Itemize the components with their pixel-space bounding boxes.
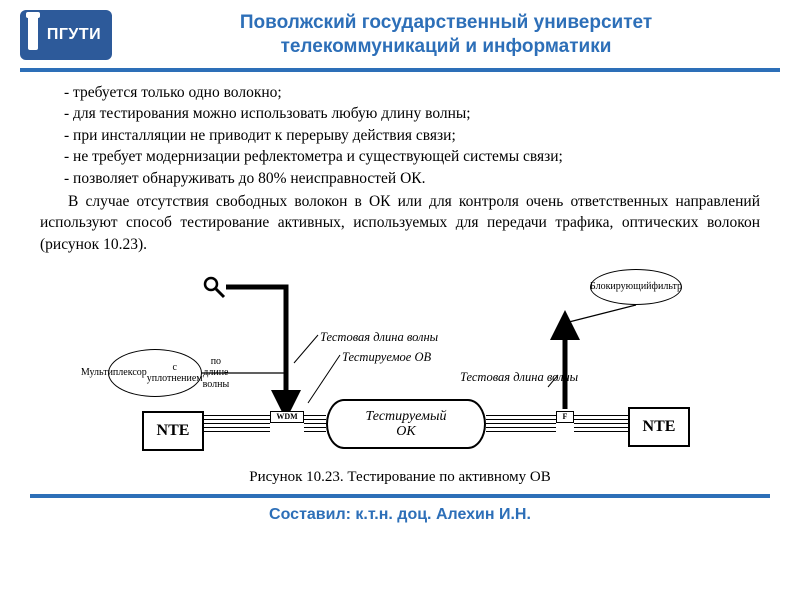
paragraph: В случае отсутствия свободных волокон в … (40, 191, 760, 255)
logo: ПГУТИ (20, 10, 112, 60)
diagram-label: Тестовая длина волны (460, 369, 578, 386)
node-wdm: WDM (270, 411, 304, 423)
page-title: Поволжский государственный университет т… (112, 11, 780, 59)
footer-author: Составил: к.т.н. доц. Алехин И.Н. (0, 498, 800, 524)
bullet-item: - для тестирования можно использовать лю… (64, 103, 760, 124)
bullet-item: - не требует модернизации рефлектометра … (64, 146, 760, 167)
node-mux: Мультиплексорс уплотнениемпо длине волны (108, 349, 202, 397)
diagram-label: Тестовая длина волны (320, 329, 438, 346)
node-nte_r: NTE (628, 407, 690, 447)
node-cable: ТестируемыйОК (326, 399, 486, 449)
fiber-lines (486, 415, 556, 435)
bullet-item: - позволяет обнаруживать до 80% неисправ… (64, 168, 760, 189)
fiber-lines (204, 415, 270, 435)
logo-antenna-icon (28, 16, 38, 50)
header: ПГУТИ Поволжский государственный универс… (0, 0, 800, 68)
bullet-list: - требуется только одно волокно; - для т… (40, 82, 760, 189)
fiber-lines (574, 415, 628, 435)
node-filter: Блокирующийфильтр (590, 269, 682, 305)
logo-text: ПГУТИ (47, 26, 101, 44)
figure-diagram: Мультиплексорс уплотнениемпо длине волны… (80, 263, 720, 463)
figure-caption: Рисунок 10.23. Тестирование по активному… (40, 467, 760, 488)
node-fbox: F (556, 411, 574, 423)
bullet-item: - требуется только одно волокно; (64, 82, 760, 103)
reflectometer-icon (202, 275, 226, 299)
title-line-1: Поволжский государственный университет (112, 11, 780, 35)
bullet-item: - при инсталляции не приводит к перерыву… (64, 125, 760, 146)
fiber-lines (304, 415, 326, 435)
diagram-label: Тестируемое ОВ (342, 349, 431, 366)
content: - требуется только одно волокно; - для т… (0, 72, 800, 494)
node-nte_l: NTE (142, 411, 204, 451)
title-line-2: телекоммуникаций и информатики (112, 35, 780, 59)
